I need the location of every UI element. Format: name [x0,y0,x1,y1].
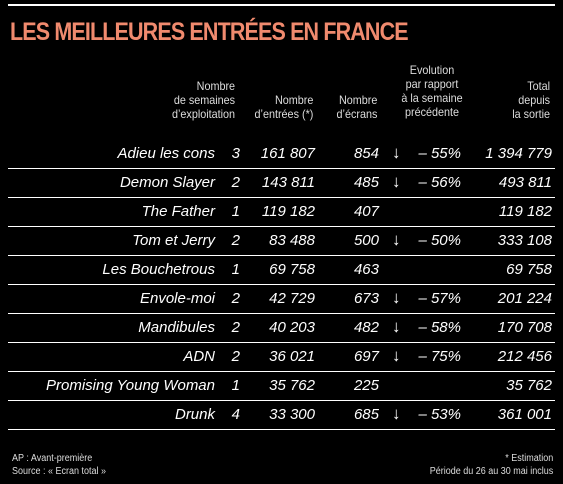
screens-count: 485 [353,174,379,191]
down-arrow-icon: ↓ [392,288,401,307]
movie-title: Adieu les cons [117,145,215,162]
entries-count: 143 811 [261,174,315,191]
entries-count: 83 488 [269,232,315,249]
ranking-table: Adieu les cons 3 161 807 854 – 55% 1 394 779 ↓… [8,140,555,430]
evolution-percent: – 58% [418,319,461,336]
total-entries: 493 811 [498,174,552,191]
table-row: Tom et Jerry 2 83 488 500 – 50% 333 108 ↓ [8,227,555,256]
header-screens: Nombre d’écrans [336,93,377,121]
table-row: Envole-moi 2 42 729 673 – 57% 201 224 ↓ [8,285,555,314]
evolution-percent: – 55% [418,145,461,162]
screens-count: 854 [353,145,379,162]
total-entries: 170 708 [497,319,552,336]
table-row: Promising Young Woman 1 35 762 225 35 762 [8,372,555,401]
weeks-count: 2 [231,174,240,191]
weeks-count: 2 [231,319,240,336]
total-entries: 35 762 [506,377,552,394]
screens-count: 673 [353,290,379,307]
down-arrow-icon: ↓ [392,172,401,191]
screens-count: 407 [353,203,379,220]
entries-count: 33 300 [269,406,315,423]
screens-count: 482 [353,319,379,336]
evolution-percent: – 75% [418,348,461,365]
movie-title: Drunk [174,406,215,423]
footer-source: Source : « Ecran total » [12,466,107,477]
table-row: Drunk 4 33 300 685 – 53% 361 001 ↓ [8,401,555,430]
down-arrow-icon: ↓ [392,143,401,162]
movie-title: ADN [183,348,215,365]
screens-count: 463 [353,261,379,278]
down-arrow-icon: ↓ [392,346,401,365]
movie-title: Demon Slayer [119,174,215,191]
table-row: The Father 1 119 182 407 119 182 [8,198,555,227]
table-row: Mandibules 2 40 203 482 – 58% 170 708 ↓ [8,314,555,343]
header-evolution: Evolution par rapport à la semaine précé… [401,63,463,119]
table-row: Les Bouchetrous 1 69 758 463 69 758 [8,256,555,285]
entries-count: 69 758 [269,261,315,278]
evolution-percent: – 57% [418,290,461,307]
movie-title: Promising Young Woman [46,377,215,394]
movie-title: Les Bouchetrous [102,261,215,278]
entries-count: 35 762 [269,377,315,394]
entries-count: 40 203 [269,319,315,336]
header-total: Total depuis la sortie [512,79,550,121]
weeks-count: 1 [231,261,240,278]
evolution-percent: – 50% [418,232,461,249]
total-entries: 119 182 [498,203,552,220]
evolution-percent: – 53% [418,406,461,423]
screens-count: 685 [353,406,379,423]
table-row: Adieu les cons 3 161 807 854 – 55% 1 394 779 ↓ [8,140,555,169]
total-entries: 212 456 [497,348,552,365]
down-arrow-icon: ↓ [392,230,401,249]
screens-count: 500 [353,232,379,249]
entries-count: 119 182 [261,203,315,220]
movie-title: The Father [141,203,215,220]
footer-period-text: Période du 26 au 30 mai inclus [429,466,553,477]
header-entries: Nombre d’entrées (*) [254,93,313,121]
weeks-count: 2 [231,348,240,365]
entries-count: 161 807 [260,145,315,162]
header-weeks: Nombre de semaines d’exploitation [171,79,235,121]
weeks-count: 3 [231,145,240,162]
entries-count: 42 729 [269,290,315,307]
screens-count: 225 [353,377,379,394]
total-entries: 1 394 779 [485,145,552,162]
movie-title: Envole-moi [139,290,215,307]
footer-notes: AP : Avant-première Source : « Ecran tot… [12,452,106,478]
entries-count: 36 021 [269,348,315,365]
footer-estimation-note: * Estimation [504,453,553,464]
total-entries: 69 758 [506,261,552,278]
weeks-count: 2 [231,290,240,307]
total-entries: 201 224 [497,290,552,307]
weeks-count: 2 [231,232,240,249]
weeks-count: 4 [231,406,240,423]
table-row: Demon Slayer 2 143 811 485 – 56% 493 811 ↓ [8,169,555,198]
footer-ap-note: AP : Avant-première [12,453,93,464]
down-arrow-icon: ↓ [392,317,401,336]
movie-title: Tom et Jerry [132,232,215,249]
evolution-percent: – 56% [418,174,461,191]
page-title: LES MEILLEURES ENTRÉES EN FRANCE [10,18,409,46]
screens-count: 697 [353,348,379,365]
total-entries: 361 001 [497,406,552,423]
table-row: ADN 2 36 021 697 – 75% 212 456 ↓ [8,343,555,372]
top-rule [8,4,555,6]
movie-title: Mandibules [138,319,215,336]
down-arrow-icon: ↓ [392,404,401,423]
footer-period: * Estimation Période du 26 au 30 mai inc… [429,452,553,478]
weeks-count: 1 [231,203,240,220]
weeks-count: 1 [231,377,240,394]
total-entries: 333 108 [497,232,552,249]
